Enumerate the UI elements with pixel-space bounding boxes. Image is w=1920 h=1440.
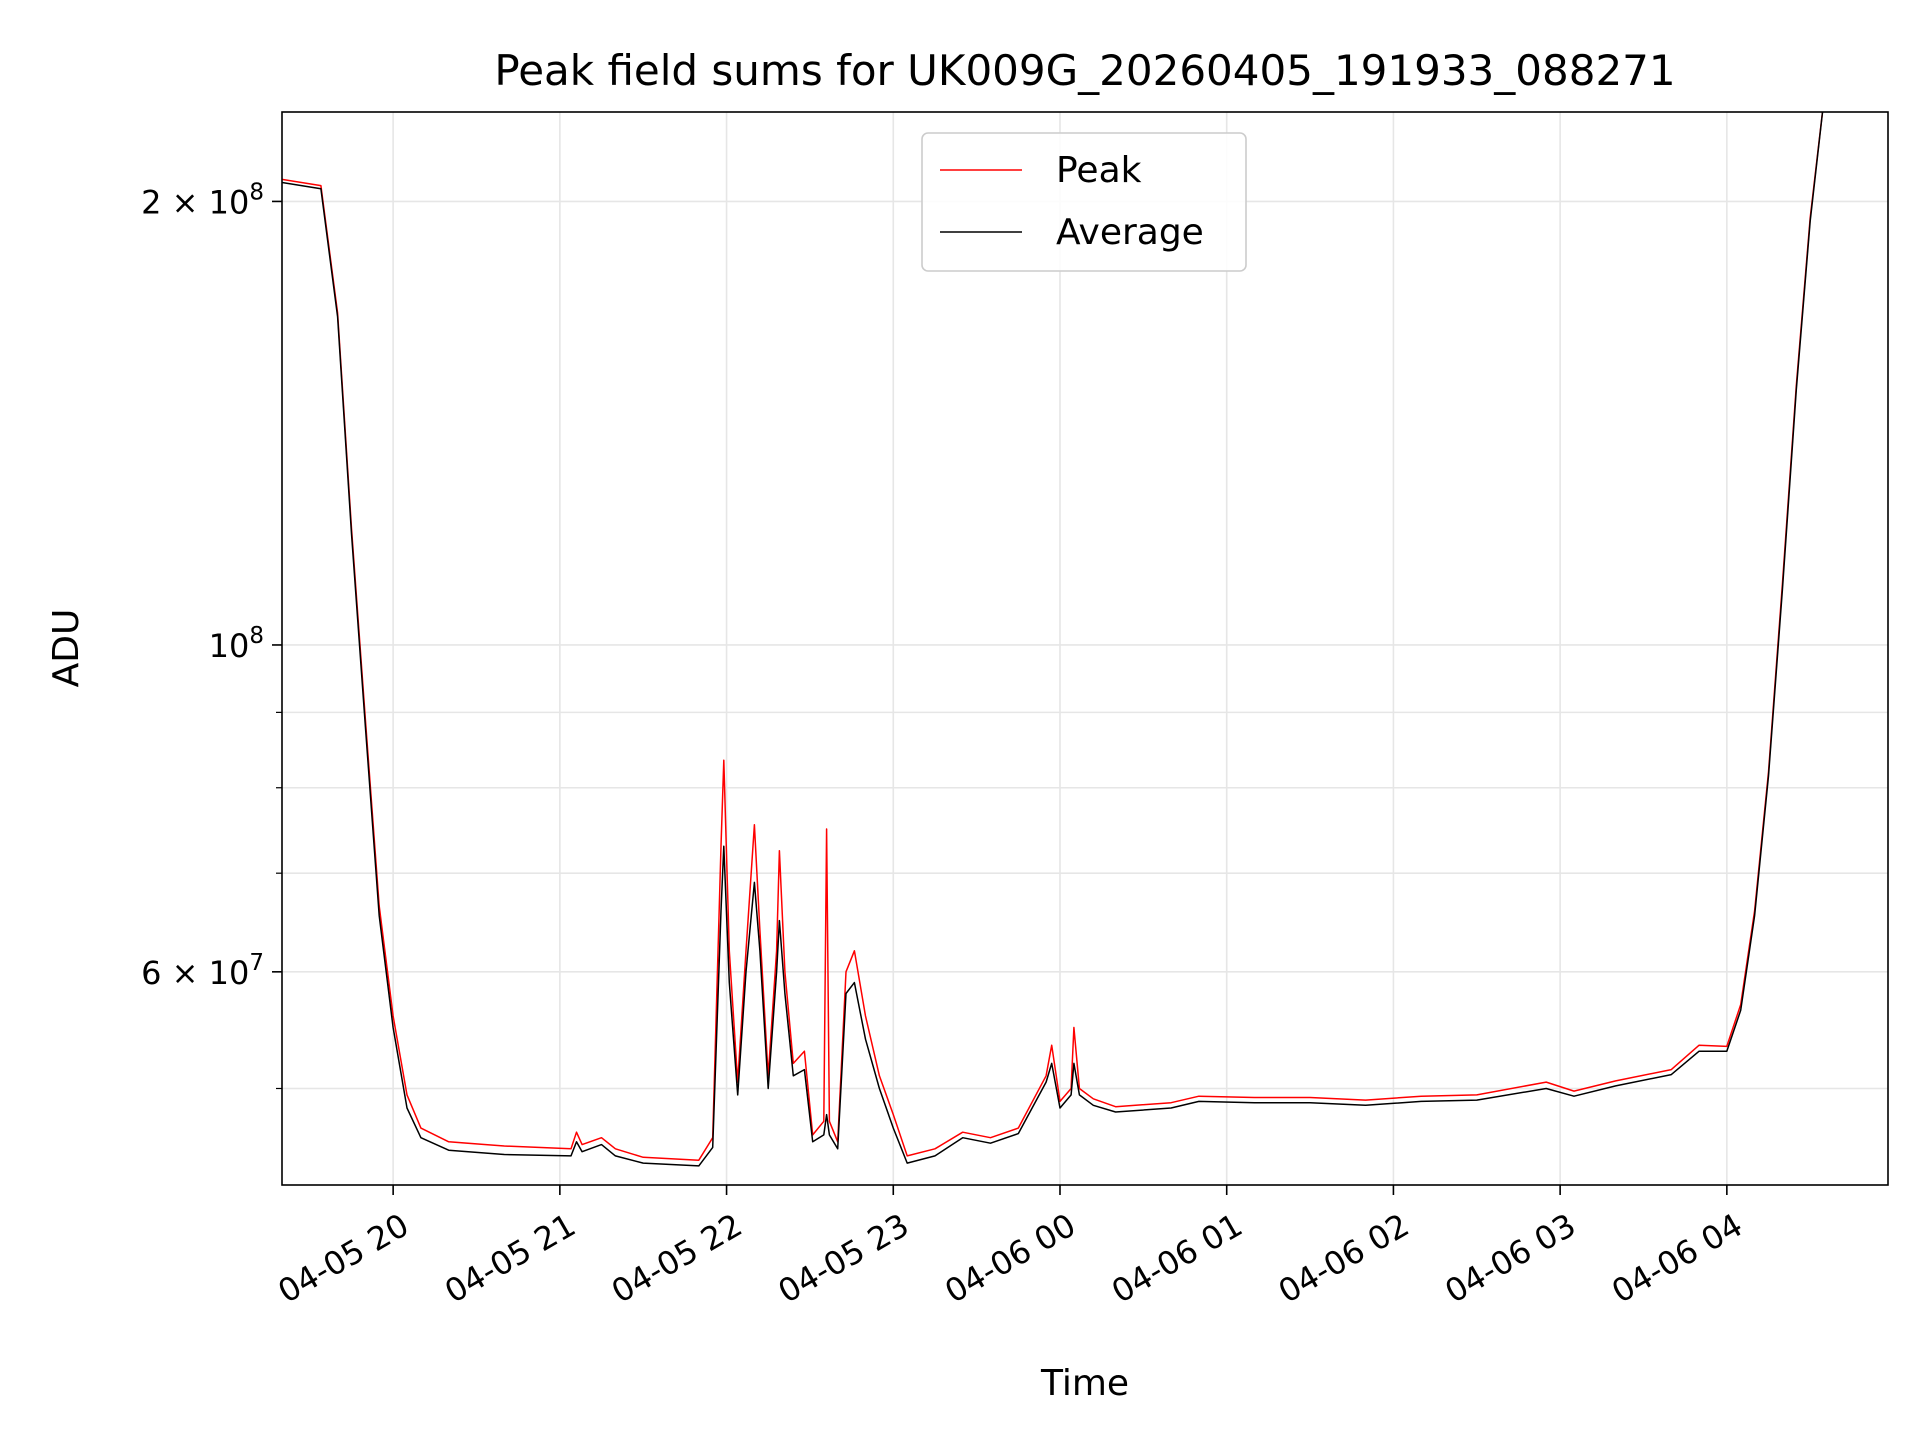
x-axis-label: Time — [1040, 1363, 1129, 1404]
series-lines — [282, 112, 1824, 1167]
chart-title: Peak field sums for UK009G_20260405_1919… — [494, 46, 1675, 95]
axes-frame — [281, 111, 1889, 1186]
y-tick-label: 6 × 107 — [141, 950, 264, 992]
legend: Peak Average — [921, 132, 1247, 272]
series-line-peak — [282, 112, 1824, 1161]
legend-label: Average — [1056, 212, 1204, 253]
y-axis-label: ADU — [46, 609, 87, 688]
series-line-average — [282, 112, 1824, 1167]
legend-box — [921, 132, 1247, 272]
y-tick-label: 108 — [209, 623, 264, 665]
legend-label: Peak — [1056, 150, 1142, 191]
y-tick-label: 2 × 108 — [141, 179, 264, 221]
